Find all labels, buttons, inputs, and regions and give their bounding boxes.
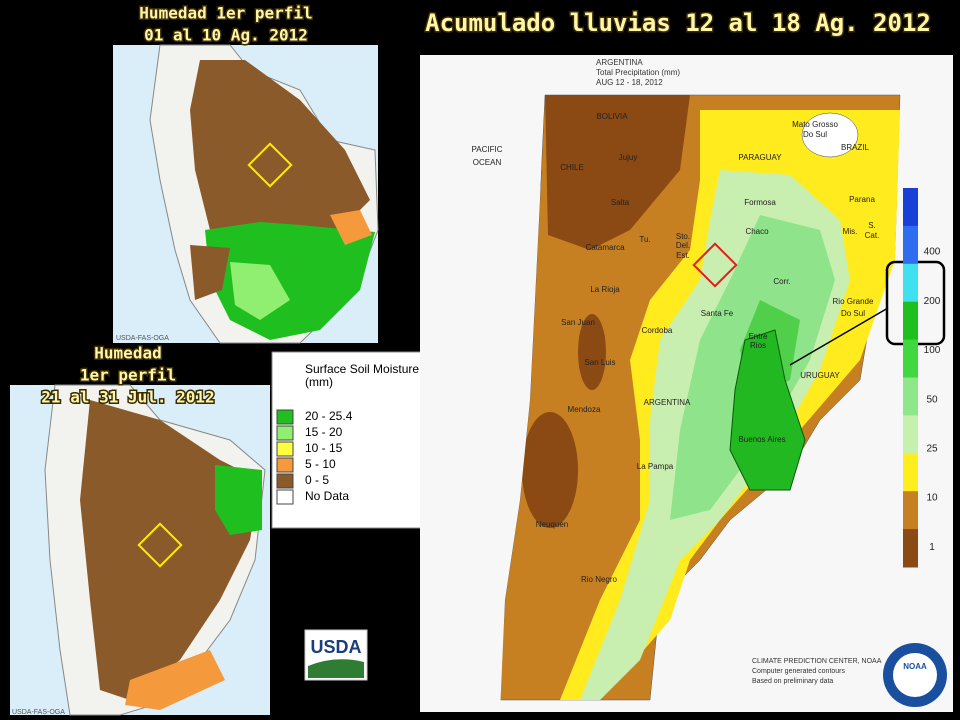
- map-header: Total Precipitation (mm): [596, 68, 680, 77]
- place-label: Cordoba: [642, 326, 673, 335]
- map-footer: Computer generated contours: [752, 668, 845, 675]
- legend-label: 5 - 10: [305, 457, 336, 471]
- map-title: 1er perfil: [80, 366, 176, 385]
- place-label: San Juan: [561, 318, 595, 327]
- map-title: 01 al 10 Ag. 2012: [144, 26, 308, 45]
- place-label: Mato Grosso: [792, 120, 838, 129]
- place-label: Chaco: [745, 227, 769, 236]
- colorbar-tick-label: 100: [924, 345, 941, 356]
- map-title: 21 al 31 Jul. 2012: [41, 388, 214, 407]
- legend-title: (mm): [305, 375, 333, 389]
- colorbar-tick-label: 400: [924, 247, 941, 258]
- colorbar-tick-label: 10: [926, 493, 938, 504]
- place-label: Formosa: [744, 198, 776, 207]
- top-soil-map: [113, 44, 379, 344]
- slide-title: Acumulado lluvias 12 al 18 Ag. 2012: [425, 9, 931, 37]
- place-label: Sto.: [676, 232, 690, 241]
- legend-swatch: [276, 425, 294, 441]
- map-title: Humedad 1er perfil: [139, 4, 312, 23]
- place-label: ARGENTINA: [644, 398, 691, 407]
- legend-swatch: [276, 409, 294, 425]
- place-label: CHILE: [560, 163, 584, 172]
- place-label: Mis.: [843, 227, 858, 236]
- map-footer: CLIMATE PREDICTION CENTER, NOAA: [752, 658, 882, 665]
- place-label: Jujuy: [619, 153, 638, 162]
- place-label: Do Sul: [803, 130, 827, 139]
- colorbar-segment: [903, 225, 918, 265]
- place-label: PARAGUAY: [738, 153, 782, 162]
- place-label: Rios: [750, 341, 766, 350]
- legend-title: Surface Soil Moisture: [305, 362, 419, 376]
- place-label: Rio Grande: [833, 297, 874, 306]
- colorbar-segment: [903, 263, 918, 303]
- legend-swatch: [276, 489, 294, 505]
- place-label: Neuquen: [536, 520, 568, 529]
- place-label: Cat.: [865, 231, 880, 240]
- map-header: AUG 12 - 18, 2012: [596, 78, 663, 87]
- colorbar-tick-label: 1: [929, 542, 935, 553]
- legend-label: 20 - 25.4: [305, 409, 353, 423]
- colorbar-segment: [903, 188, 918, 227]
- legend-label: 10 - 15: [305, 441, 343, 455]
- colorbar-segment: [903, 339, 918, 378]
- legend-swatch: [276, 473, 294, 489]
- place-label: San Luis: [584, 358, 615, 367]
- place-label: La Pampa: [637, 462, 674, 471]
- place-label: Corr.: [773, 277, 790, 286]
- place-label: La Rioja: [590, 285, 620, 294]
- legend-swatch: [276, 457, 294, 473]
- place-label: Entre: [748, 332, 768, 341]
- map-footer: Based on preliminary data: [752, 678, 833, 685]
- precip-map: [420, 55, 953, 712]
- map-header: ARGENTINA: [596, 58, 643, 67]
- place-label: OCEAN: [473, 158, 502, 167]
- map-title: Humedad: [94, 344, 161, 363]
- place-label: Santa Fe: [701, 309, 734, 318]
- place-label: S.: [868, 221, 876, 230]
- place-label: Buenos Aires: [738, 435, 785, 444]
- legend-label: 15 - 20: [305, 425, 343, 439]
- place-label: URUGUAY: [800, 371, 840, 380]
- place-label: Tu.: [639, 235, 650, 244]
- colorbar-tick-label: 50: [926, 394, 938, 405]
- place-label: BOLIVIA: [596, 112, 628, 121]
- watermark: USDA-FAS-OGA: [116, 335, 169, 342]
- colorbar-tick-label: 25: [926, 444, 938, 455]
- place-label: Mendoza: [568, 405, 601, 414]
- place-label: BRAZIL: [841, 143, 870, 152]
- watermark: USDA-FAS-OGA: [12, 709, 65, 716]
- place-label: PACIFIC: [472, 145, 503, 154]
- colorbar-segment: [903, 377, 918, 416]
- usda-logo-mark: [308, 659, 364, 678]
- legend-swatch: [276, 441, 294, 457]
- bottom-soil-map: [10, 384, 270, 716]
- colorbar-segment: [903, 453, 918, 492]
- colorbar-segment: [903, 415, 918, 454]
- legend-label: No Data: [305, 489, 349, 503]
- legend-label: 0 - 5: [305, 473, 329, 487]
- noaa-text: NOAA: [903, 662, 927, 671]
- place-label: Salta: [611, 198, 630, 207]
- colorbar-segment: [903, 491, 918, 530]
- place-label: Rio Negro: [581, 575, 618, 584]
- colorbar-segment: [903, 301, 918, 341]
- place-label: Catamarca: [585, 243, 625, 252]
- usda-text: USDA: [310, 637, 361, 657]
- noaa-logo-inner: [893, 653, 937, 697]
- place-label: Est.: [676, 251, 690, 260]
- place-label: Do Sul: [841, 309, 865, 318]
- place-label: Parana: [849, 195, 875, 204]
- colorbar-segment: [903, 529, 918, 568]
- place-label: Del.: [676, 241, 690, 250]
- colorbar-tick-label: 200: [924, 296, 941, 307]
